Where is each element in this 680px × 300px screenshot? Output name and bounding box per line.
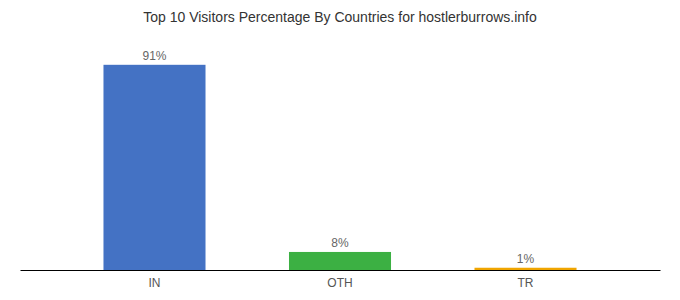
tick: IN (148, 276, 160, 290)
bar (103, 65, 205, 270)
bars (103, 65, 576, 270)
bar (474, 268, 576, 270)
plot: 91% 8% 1% IN OTH TR (21, 49, 661, 290)
title: Top 10 Visitors Percentage By Countries … (143, 9, 537, 25)
data-label: 8% (331, 236, 349, 250)
x-axis: IN OTH TR (21, 271, 661, 290)
bar (289, 252, 391, 270)
tick-label: OTH (327, 276, 352, 290)
tick-label: TR (518, 276, 534, 290)
data-label: 1% (517, 252, 535, 266)
tick: OTH (327, 276, 352, 290)
data-labels: 91% 8% 1% (142, 49, 534, 266)
tick-label: IN (148, 276, 160, 290)
data-label: 91% (142, 49, 166, 63)
chart: Top 10 Visitors Percentage By Countries … (0, 0, 680, 300)
axis-line (21, 270, 661, 271)
tick: TR (518, 276, 534, 290)
